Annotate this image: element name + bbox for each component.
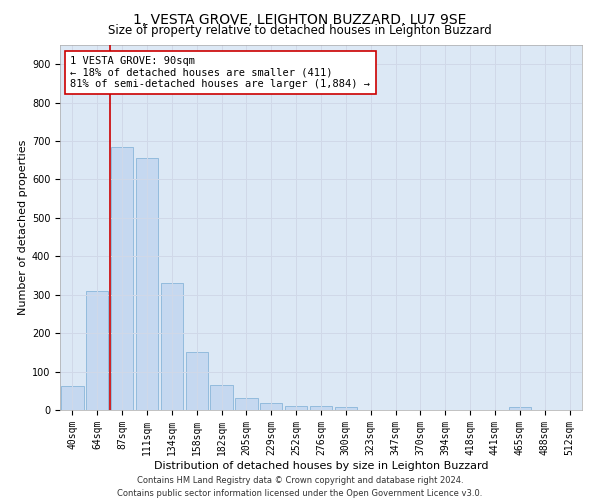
Bar [61, 386, 83, 410]
Bar [235, 398, 257, 410]
Bar [185, 352, 208, 410]
Bar [136, 158, 158, 410]
Bar [211, 385, 233, 410]
Bar [161, 283, 183, 410]
Text: 1 VESTA GROVE: 90sqm
← 18% of detached houses are smaller (411)
81% of semi-deta: 1 VESTA GROVE: 90sqm ← 18% of detached h… [70, 56, 370, 89]
Text: 1, VESTA GROVE, LEIGHTON BUZZARD, LU7 9SE: 1, VESTA GROVE, LEIGHTON BUZZARD, LU7 9S… [133, 12, 467, 26]
Bar [285, 406, 307, 410]
Bar [335, 407, 357, 410]
Text: Contains HM Land Registry data © Crown copyright and database right 2024.
Contai: Contains HM Land Registry data © Crown c… [118, 476, 482, 498]
Text: Size of property relative to detached houses in Leighton Buzzard: Size of property relative to detached ho… [108, 24, 492, 37]
Bar [86, 291, 109, 410]
Bar [310, 406, 332, 410]
Bar [111, 147, 133, 410]
Bar [260, 403, 283, 410]
Y-axis label: Number of detached properties: Number of detached properties [17, 140, 28, 315]
X-axis label: Distribution of detached houses by size in Leighton Buzzard: Distribution of detached houses by size … [154, 460, 488, 470]
Bar [509, 407, 531, 410]
